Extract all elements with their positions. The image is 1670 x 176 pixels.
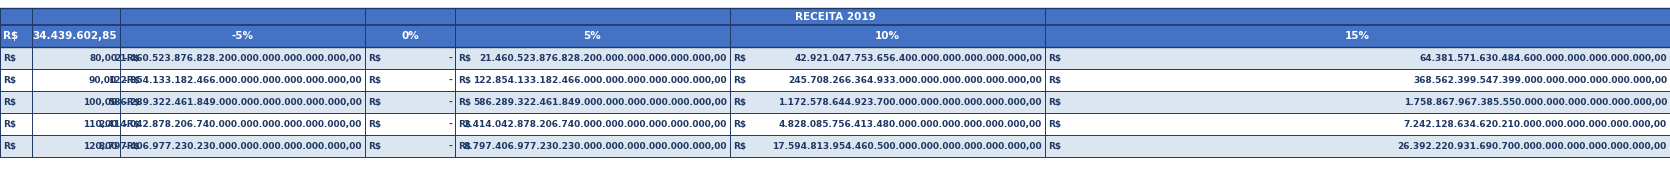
Text: 586.289.322.461.849.000.000.000.000.000.000,00: 586.289.322.461.849.000.000.000.000.000.… bbox=[473, 98, 726, 106]
Text: -: - bbox=[448, 98, 453, 106]
Text: R$: R$ bbox=[733, 54, 746, 62]
Text: 10%: 10% bbox=[875, 31, 900, 41]
Text: R$: R$ bbox=[458, 120, 471, 128]
Text: 120,00: 120,00 bbox=[84, 142, 117, 150]
Text: R$: R$ bbox=[1049, 142, 1060, 150]
Text: R$: R$ bbox=[367, 120, 381, 128]
Text: R$: R$ bbox=[3, 76, 17, 84]
Text: R$: R$ bbox=[733, 142, 746, 150]
Text: 1.758.867.967.385.550.000.000.000.000.000.000,00: 1.758.867.967.385.550.000.000.000.000.00… bbox=[1403, 98, 1667, 106]
Text: R$: R$ bbox=[733, 120, 746, 128]
Text: 15%: 15% bbox=[1344, 31, 1369, 41]
Text: R$: R$ bbox=[1049, 54, 1060, 62]
Text: 110,00: 110,00 bbox=[84, 120, 117, 128]
Text: -: - bbox=[448, 76, 453, 84]
Text: R$: R$ bbox=[3, 142, 17, 150]
Bar bbox=[0, 91, 1670, 113]
Text: 100,00: 100,00 bbox=[84, 98, 117, 106]
Bar bbox=[0, 25, 1670, 47]
Text: R$: R$ bbox=[3, 31, 18, 41]
Text: -: - bbox=[448, 120, 453, 128]
Text: R$: R$ bbox=[367, 142, 381, 150]
Text: -R$: -R$ bbox=[124, 54, 140, 62]
Text: R$: R$ bbox=[3, 120, 17, 128]
Text: 7.242.128.634.620.210.000.000.000.000.000.000,00: 7.242.128.634.620.210.000.000.000.000.00… bbox=[1404, 120, 1667, 128]
Text: 586.289.322.461.849.000.000.000.000.000.000,00: 586.289.322.461.849.000.000.000.000.000.… bbox=[109, 98, 362, 106]
Text: R$: R$ bbox=[1049, 76, 1060, 84]
Text: 0%: 0% bbox=[401, 31, 419, 41]
Text: -5%: -5% bbox=[232, 31, 254, 41]
Text: 8.797.406.977.230.230.000.000.000.000.000.000,00: 8.797.406.977.230.230.000.000.000.000.00… bbox=[99, 142, 362, 150]
Text: R$: R$ bbox=[458, 76, 471, 84]
Text: R$: R$ bbox=[458, 142, 471, 150]
Text: R$: R$ bbox=[733, 76, 746, 84]
Text: -: - bbox=[448, 54, 453, 62]
Bar bbox=[0, 113, 1670, 135]
Text: 4.828.085.756.413.480.000.000.000.000.000.000,00: 4.828.085.756.413.480.000.000.000.000.00… bbox=[778, 120, 1042, 128]
Text: 122.854.133.182.466.000.000.000.000.000.000,00: 122.854.133.182.466.000.000.000.000.000.… bbox=[109, 76, 362, 84]
Text: R$: R$ bbox=[1049, 120, 1060, 128]
Text: R$: R$ bbox=[367, 54, 381, 62]
Text: 245.708.266.364.933.000.000.000.000.000.000,00: 245.708.266.364.933.000.000.000.000.000.… bbox=[788, 76, 1042, 84]
Text: R$: R$ bbox=[367, 98, 381, 106]
Bar bbox=[0, 135, 1670, 157]
Text: -R$: -R$ bbox=[124, 76, 140, 84]
Text: R$: R$ bbox=[733, 98, 746, 106]
Text: -: - bbox=[448, 142, 453, 150]
Text: 21.460.523.876.828.200.000.000.000.000.000,00: 21.460.523.876.828.200.000.000.000.000.0… bbox=[115, 54, 362, 62]
Text: 2.414.042.878.206.740.000.000.000.000.000.000,00: 2.414.042.878.206.740.000.000.000.000.00… bbox=[99, 120, 362, 128]
Text: 26.392.220.931.690.700.000.000.000.000.000.000,00: 26.392.220.931.690.700.000.000.000.000.0… bbox=[1398, 142, 1667, 150]
Text: 2.414.042.878.206.740.000.000.000.000.000.000,00: 2.414.042.878.206.740.000.000.000.000.00… bbox=[464, 120, 726, 128]
Text: -R$: -R$ bbox=[124, 142, 140, 150]
Text: R$: R$ bbox=[3, 98, 17, 106]
Text: 90,00: 90,00 bbox=[89, 76, 117, 84]
Text: R$: R$ bbox=[458, 54, 471, 62]
Text: 1.172.578.644.923.700.000.000.000.000.000.000,00: 1.172.578.644.923.700.000.000.000.000.00… bbox=[778, 98, 1042, 106]
Text: R$: R$ bbox=[367, 76, 381, 84]
Text: 64.381.571.630.484.600.000.000.000.000.000,00: 64.381.571.630.484.600.000.000.000.000.0… bbox=[1420, 54, 1667, 62]
Text: 42.921.047.753.656.400.000.000.000.000.000,00: 42.921.047.753.656.400.000.000.000.000.0… bbox=[795, 54, 1042, 62]
Text: R$: R$ bbox=[3, 54, 17, 62]
Text: RECEITA 2019: RECEITA 2019 bbox=[795, 11, 875, 21]
Bar bbox=[0, 69, 1670, 91]
Text: 80,00: 80,00 bbox=[89, 54, 117, 62]
Bar bbox=[0, 8, 1670, 25]
Text: 17.594.813.954.460.500.000.000.000.000.000.000,00: 17.594.813.954.460.500.000.000.000.000.0… bbox=[772, 142, 1042, 150]
Bar bbox=[0, 47, 1670, 69]
Text: R$: R$ bbox=[1049, 98, 1060, 106]
Text: 122.854.133.182.466.000.000.000.000.000.000,00: 122.854.133.182.466.000.000.000.000.000.… bbox=[473, 76, 726, 84]
Text: 5%: 5% bbox=[583, 31, 601, 41]
Text: R$: R$ bbox=[458, 98, 471, 106]
Text: 368.562.399.547.399.000.000.000.000.000.000,00: 368.562.399.547.399.000.000.000.000.000.… bbox=[1413, 76, 1667, 84]
Text: 21.460.523.876.828.200.000.000.000.000.000,00: 21.460.523.876.828.200.000.000.000.000.0… bbox=[479, 54, 726, 62]
Text: 34.439.602,85: 34.439.602,85 bbox=[32, 31, 117, 41]
Text: -R$: -R$ bbox=[124, 120, 140, 128]
Text: 8.797.406.977.230.230.000.000.000.000.000.000,00: 8.797.406.977.230.230.000.000.000.000.00… bbox=[464, 142, 726, 150]
Text: -R$: -R$ bbox=[124, 98, 140, 106]
